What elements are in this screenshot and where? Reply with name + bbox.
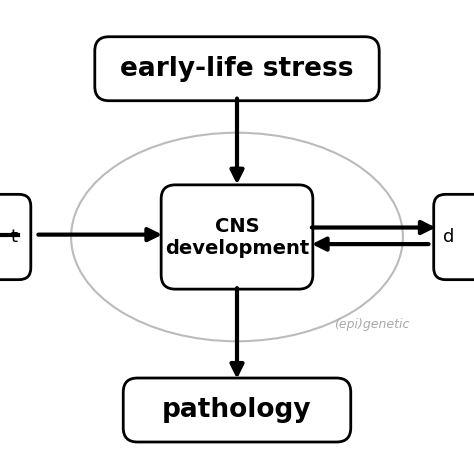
FancyBboxPatch shape [161, 185, 313, 289]
Text: (epi)genetic: (epi)genetic [334, 318, 410, 331]
Text: t: t [10, 228, 17, 246]
Text: early-life stress: early-life stress [120, 56, 354, 82]
FancyBboxPatch shape [0, 194, 31, 280]
Text: CNS
development: CNS development [165, 217, 309, 257]
Ellipse shape [71, 133, 403, 341]
FancyBboxPatch shape [434, 194, 474, 280]
FancyBboxPatch shape [123, 378, 351, 442]
Text: d: d [444, 228, 455, 246]
FancyBboxPatch shape [95, 37, 379, 101]
Text: pathology: pathology [162, 397, 312, 423]
